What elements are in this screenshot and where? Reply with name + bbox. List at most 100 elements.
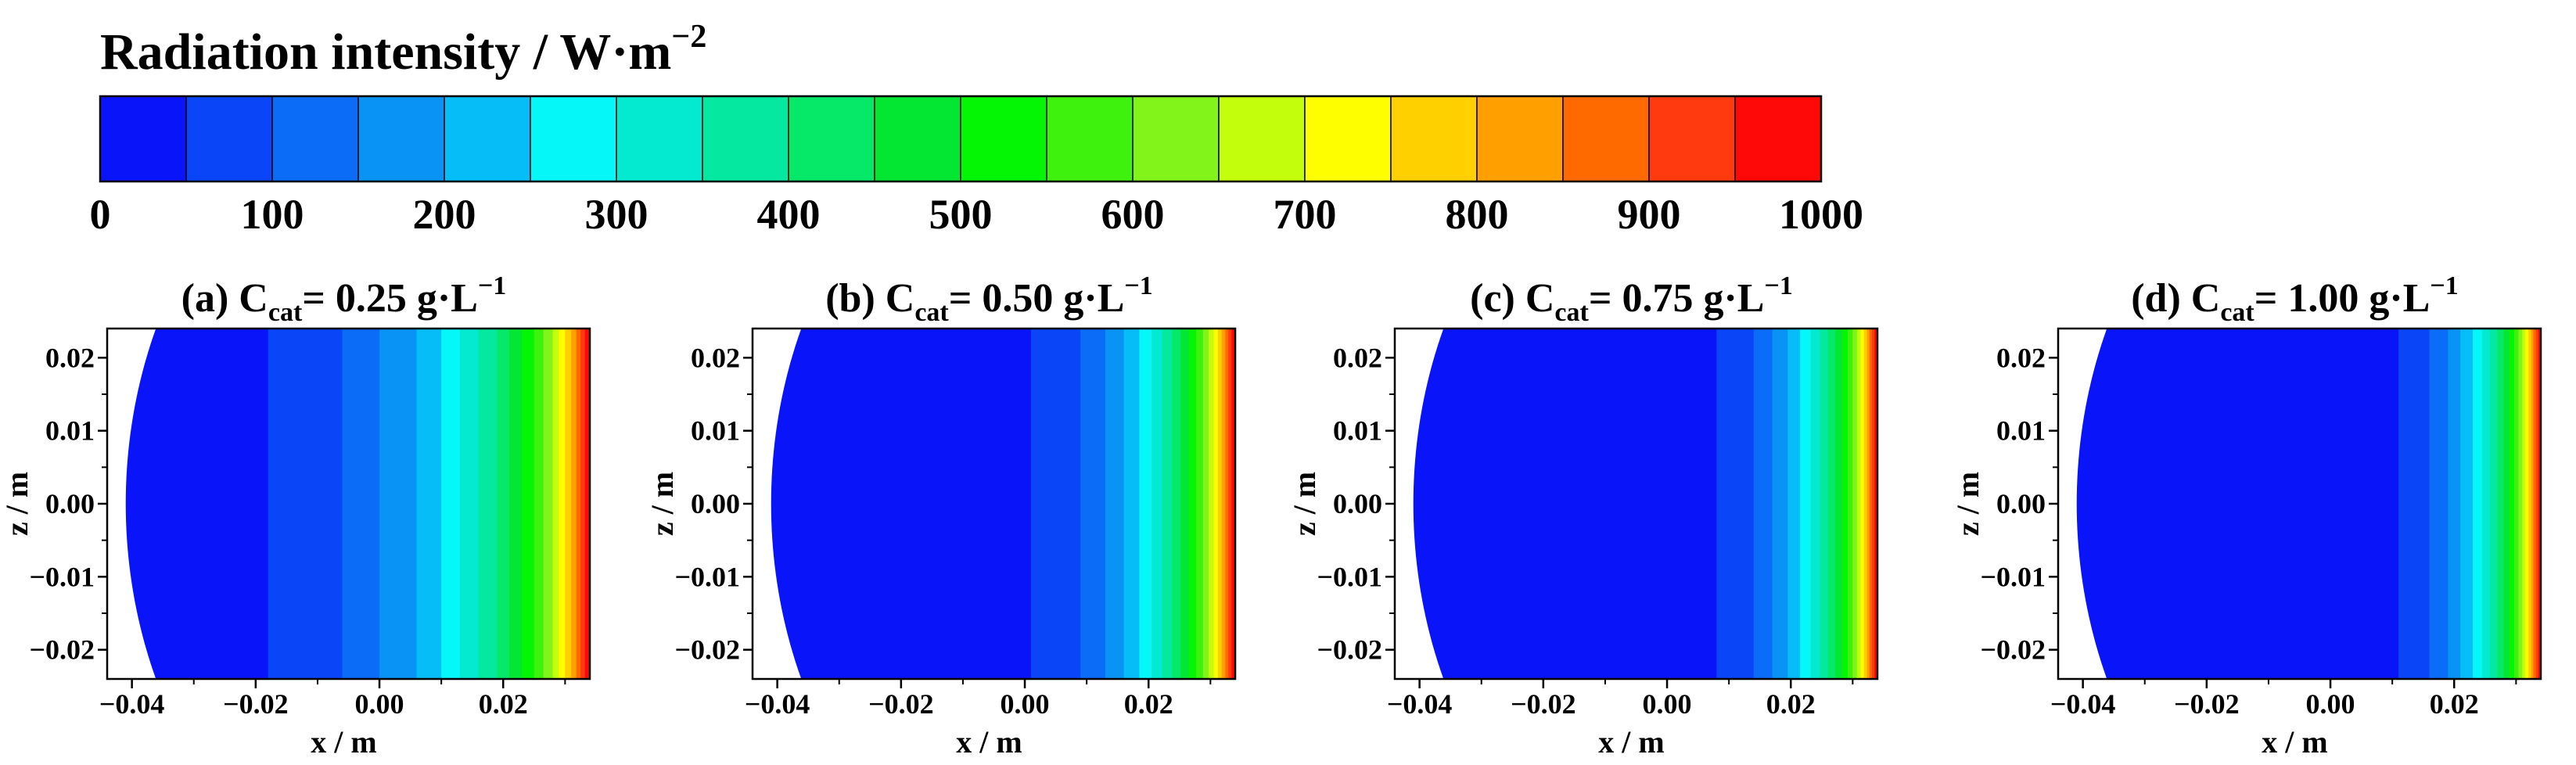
intensity-band xyxy=(125,329,269,679)
panel-title: (d) Ccat= 1.00 g·L−1 xyxy=(2131,271,2459,327)
x-tick-label: −0.04 xyxy=(2050,688,2116,720)
y-tick-label: 0.02 xyxy=(1996,342,2046,373)
colorbar-tick-label: 900 xyxy=(1618,191,1681,238)
intensity-band xyxy=(2538,329,2541,679)
y-tick-label: 0.00 xyxy=(45,488,95,519)
colorbar-cell xyxy=(1046,95,1134,182)
intensity-band xyxy=(2460,329,2474,679)
intensity-band xyxy=(2528,329,2532,679)
colorbar-cell xyxy=(444,95,531,182)
y-tick-label: −0.02 xyxy=(29,634,95,666)
y-tick-label: 0.00 xyxy=(1333,488,1382,519)
intensity-band xyxy=(1787,329,1801,679)
intensity-band xyxy=(565,329,573,679)
intensity-band xyxy=(1835,329,1843,679)
intensity-band xyxy=(1221,329,1227,679)
intensity-band xyxy=(1188,329,1197,679)
intensity-band xyxy=(1874,329,1877,679)
intensity-band xyxy=(1852,329,1858,679)
y-axis-label: z / m xyxy=(1287,472,1322,536)
colorbar-cell xyxy=(1562,95,1650,182)
intensity-band xyxy=(1841,329,1848,679)
intensity-bands xyxy=(125,329,590,679)
y-tick-label: 0.02 xyxy=(691,342,740,373)
intensity-band xyxy=(2481,329,2491,679)
intensity-band xyxy=(1030,329,1082,679)
colorbar-cell xyxy=(185,95,273,182)
intensity-band xyxy=(2513,329,2520,679)
colorbar-cells xyxy=(99,95,1823,183)
heatmap-panel: −0.04 −0.02 0.00 0.020.020.010.00−0.01−0.02… xyxy=(1287,271,1879,760)
x-tick-label: 0.02 xyxy=(1124,688,1173,720)
intensity-band xyxy=(1139,329,1153,679)
intensity-band xyxy=(1080,329,1106,679)
y-axis-label: z / m xyxy=(1950,472,1985,536)
colorbar-tick-label: 200 xyxy=(413,191,476,238)
colorbar-cell xyxy=(1734,95,1822,182)
intensity-band xyxy=(1820,329,1829,679)
intensity-band xyxy=(379,329,418,679)
intensity-band xyxy=(459,329,480,679)
intensity-band xyxy=(2472,329,2483,679)
x-tick-label: −0.02 xyxy=(1511,688,1576,720)
intensity-band xyxy=(2531,329,2535,679)
x-tick-label: 0.00 xyxy=(1643,688,1692,720)
intensity-band xyxy=(543,329,554,679)
intensity-band xyxy=(268,329,343,679)
x-tick-label: 0.02 xyxy=(479,688,528,720)
intensity-bands xyxy=(2076,329,2541,679)
intensity-bands xyxy=(1413,329,1877,679)
heatmap-panel: −0.04 −0.02 0.00 0.020.020.010.00−0.01−0.02… xyxy=(645,271,1237,760)
colorbar-cell xyxy=(1390,95,1478,182)
x-tick-label: 0.00 xyxy=(1001,688,1050,720)
panel-title: (a) Ccat= 0.25 g·L−1 xyxy=(181,271,507,327)
intensity-band xyxy=(478,329,498,679)
colorbar-title: Radiation intensity / W·m−2 xyxy=(100,19,706,81)
intensity-band xyxy=(1856,329,1862,679)
intensity-band xyxy=(509,329,523,679)
y-tick-label: 0.01 xyxy=(45,415,95,447)
intensity-band xyxy=(1772,329,1789,679)
heatmap-panel: −0.04 −0.02 0.00 0.020.020.010.00−0.01−0.02… xyxy=(0,271,591,760)
x-tick-label: 0.00 xyxy=(355,688,404,720)
panel-title: (c) Ccat= 0.75 g·L−1 xyxy=(1470,271,1793,327)
intensity-band xyxy=(2509,329,2515,679)
y-tick-label: 0.01 xyxy=(691,415,740,447)
intensity-band xyxy=(441,329,461,679)
intensity-band xyxy=(552,329,560,679)
intensity-band xyxy=(1225,329,1230,679)
x-axis-label: x / m xyxy=(2262,724,2327,760)
intensity-band xyxy=(416,329,442,679)
colorbar-tick-label: 400 xyxy=(757,191,821,238)
x-tick-label: 0.02 xyxy=(1766,688,1816,720)
colorbar-cell xyxy=(1218,95,1306,182)
y-axis-label: z / m xyxy=(0,472,34,536)
intensity-band xyxy=(534,329,544,679)
colorbar-tick-label: 500 xyxy=(929,191,993,238)
intensity-band xyxy=(521,329,535,679)
intensity-band xyxy=(2522,329,2527,679)
intensity-band xyxy=(1105,329,1125,679)
y-tick-label: −0.02 xyxy=(1980,634,2046,666)
intensity-band xyxy=(1151,329,1163,679)
intensity-band xyxy=(580,329,586,679)
colorbar-tick-label: 0 xyxy=(90,191,111,238)
x-tick-label: −0.02 xyxy=(868,688,934,720)
intensity-band xyxy=(1208,329,1215,679)
intensity-band xyxy=(1217,329,1223,679)
colorbar-cell xyxy=(530,95,617,182)
intensity-band xyxy=(2525,329,2529,679)
x-tick-label: 0.00 xyxy=(2306,688,2355,720)
colorbar-cell xyxy=(874,95,961,182)
colorbar-cell xyxy=(1648,95,1736,182)
colorbar-cell xyxy=(1304,95,1392,182)
intensity-band xyxy=(1827,329,1837,679)
intensity-band xyxy=(2490,329,2499,679)
y-tick-label: −0.02 xyxy=(1317,634,1382,666)
intensity-band xyxy=(342,329,380,679)
colorbar-tick-label: 100 xyxy=(241,191,304,238)
intensity-band xyxy=(1860,329,1865,679)
colorbar-cell xyxy=(99,95,187,182)
x-axis-label: x / m xyxy=(311,724,376,760)
y-tick-label: 0.01 xyxy=(1996,415,2046,447)
